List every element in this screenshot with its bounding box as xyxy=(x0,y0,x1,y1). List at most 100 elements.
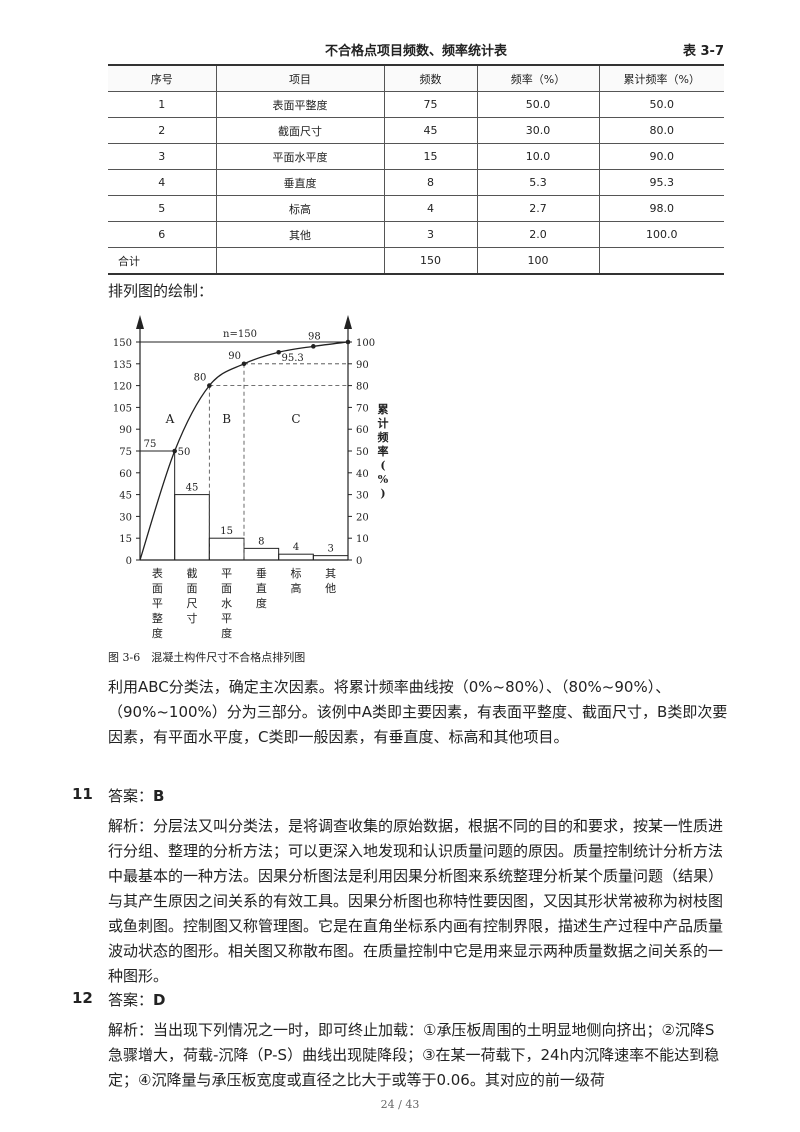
right-axis-arrow xyxy=(344,315,352,329)
left-tick-label: 150 xyxy=(113,338,132,349)
header-cell: 序号 xyxy=(108,64,217,92)
bar-value-label: 4 xyxy=(293,542,299,553)
left-axis-arrow xyxy=(136,315,144,329)
category-label: 垂直度 xyxy=(256,567,267,610)
cumulative-point xyxy=(311,344,316,349)
table-cell: 50.0 xyxy=(476,91,600,118)
table-cell: 45 xyxy=(383,117,478,144)
table-cell: 100.0 xyxy=(598,221,724,248)
n-label: n=150 xyxy=(223,329,257,340)
table-cell: 4 xyxy=(108,169,217,196)
figure-caption: 图 3-6 混凝土构件尺寸不合格点排列图 xyxy=(108,650,305,664)
table-header-row: 序号 项目 频数 频率（%） 累计频率（%） xyxy=(108,64,724,92)
bar-value-label: 15 xyxy=(220,526,233,537)
answer-value: D xyxy=(153,991,166,1009)
table-cell: 95.3 xyxy=(598,169,724,196)
bar xyxy=(312,555,349,561)
cumulative-label: 80 xyxy=(194,373,207,384)
table-cell: 15 xyxy=(383,143,478,170)
cumulative-point xyxy=(345,339,351,345)
table-cell: 3 xyxy=(108,143,217,170)
table-cell: 平面水平度 xyxy=(215,143,385,170)
right-tick-label: 40 xyxy=(356,469,369,480)
left-tick-label: 30 xyxy=(119,512,132,523)
paragraph-explanation-12: 解析：当出现下列情况之一时，即可终止加载：①承压板周围的土明显地侧向挤出；②沉降… xyxy=(108,1021,720,1089)
right-tick-label: 80 xyxy=(356,382,369,393)
table-cell: 合计 xyxy=(108,247,217,275)
table-cell: 其他 xyxy=(215,221,385,248)
category-label: 其他 xyxy=(325,567,336,595)
section-heading: 排列图的绘制： xyxy=(108,282,214,300)
answer-line-12: 答案：D xyxy=(108,989,165,1010)
page-number: 24 / 43 xyxy=(380,1098,420,1111)
table-cell: 75 xyxy=(383,91,478,118)
header-cell: 累计频率（%） xyxy=(598,64,724,92)
zone-label: C xyxy=(291,412,300,426)
table-number: 表 3-7 xyxy=(682,44,724,59)
left-tick-label: 90 xyxy=(119,425,132,436)
table-cell: 50.0 xyxy=(598,91,724,118)
table-row: 6 其他 3 2.0 100.0 xyxy=(108,221,724,248)
table-title: 不合格点项目频数、频率统计表 xyxy=(324,44,507,59)
bar xyxy=(278,553,314,561)
table-total-row: 合计 150 100 xyxy=(108,247,724,275)
answer-line-11: 答案：B xyxy=(108,785,164,806)
table-cell: 1 xyxy=(108,91,217,118)
cumulative-point xyxy=(241,361,247,367)
table-cell: 98.0 xyxy=(598,195,724,222)
bar xyxy=(243,547,280,561)
table-cell: 150 xyxy=(383,247,478,275)
table-cell: 表面平整度 xyxy=(215,91,385,118)
cumulative-label: 90 xyxy=(228,351,241,362)
header-cell: 项目 xyxy=(215,64,385,92)
table-caption: 不合格点项目频数、频率统计表 表 3-7 xyxy=(108,38,724,60)
cumulative-label: 95.3 xyxy=(282,353,304,364)
table-cell xyxy=(215,247,385,275)
right-tick-label: 70 xyxy=(356,403,369,414)
table-cell: 5.3 xyxy=(476,169,600,196)
category-label: 标高 xyxy=(291,566,302,595)
answer-label: 答案： xyxy=(108,991,154,1009)
table-cell: 5 xyxy=(108,195,217,222)
table-row: 5 标高 4 2.7 98.0 xyxy=(108,195,724,222)
cumulative-label: 50 xyxy=(178,447,191,458)
header-cell: 频数 xyxy=(383,64,478,92)
cumulative-point xyxy=(207,383,212,388)
left-tick-label: 75 xyxy=(119,447,132,458)
right-tick-label: 20 xyxy=(356,512,369,523)
left-tick-label: 45 xyxy=(119,491,132,502)
table-cell: 10.0 xyxy=(476,143,600,170)
table-cell: 截面尺寸 xyxy=(215,117,385,144)
zone-label: A xyxy=(165,412,175,426)
frequency-table: 序号 项目 频数 频率（%） 累计频率（%） 1 表面平整度 75 50.0 50.0 2… xyxy=(108,64,724,275)
cumulative-point xyxy=(172,448,177,454)
question-number-12: 12 xyxy=(72,989,93,1007)
table-cell: 2.0 xyxy=(476,221,600,248)
category-label: 截面尺寸 xyxy=(187,566,198,625)
bar-value-label: 8 xyxy=(258,536,264,547)
right-tick-label: 10 xyxy=(356,534,369,545)
bar-value-label: 45 xyxy=(186,483,199,494)
table-cell: 6 xyxy=(108,221,217,248)
question-number-11: 11 xyxy=(72,785,93,803)
zone-label: B xyxy=(222,412,231,426)
pareto-chart: 0 15 30 45 60 75 90 105 120 135 150 0 10 20 30 40 50 60 70… xyxy=(108,315,389,664)
table-cell: 90.0 xyxy=(598,143,724,170)
right-tick-label: 100 xyxy=(356,338,375,349)
table-cell: 30.0 xyxy=(476,117,600,144)
right-tick-label: 60 xyxy=(356,425,369,436)
bar-value-label: 75 xyxy=(144,439,157,450)
right-tick-label: 50 xyxy=(356,447,369,458)
answer-value: B xyxy=(153,787,165,805)
right-tick-label: 0 xyxy=(356,556,362,567)
paragraph-explanation-11: 解析：分层法又叫分类法，是将调查收集的原始数据，根据不同的目的和要求，按某一性质… xyxy=(108,817,724,985)
table-cell: 2 xyxy=(108,117,217,144)
table-row: 4 垂直度 8 5.3 95.3 xyxy=(108,169,724,196)
bar xyxy=(208,537,245,561)
table-cell: 3 xyxy=(383,221,478,248)
table-cell: 2.7 xyxy=(476,195,600,222)
right-tick-label: 30 xyxy=(356,491,369,502)
table-cell: 80.0 xyxy=(598,117,724,144)
cumulative-label: 98 xyxy=(308,331,321,342)
left-tick-label: 120 xyxy=(113,382,132,393)
